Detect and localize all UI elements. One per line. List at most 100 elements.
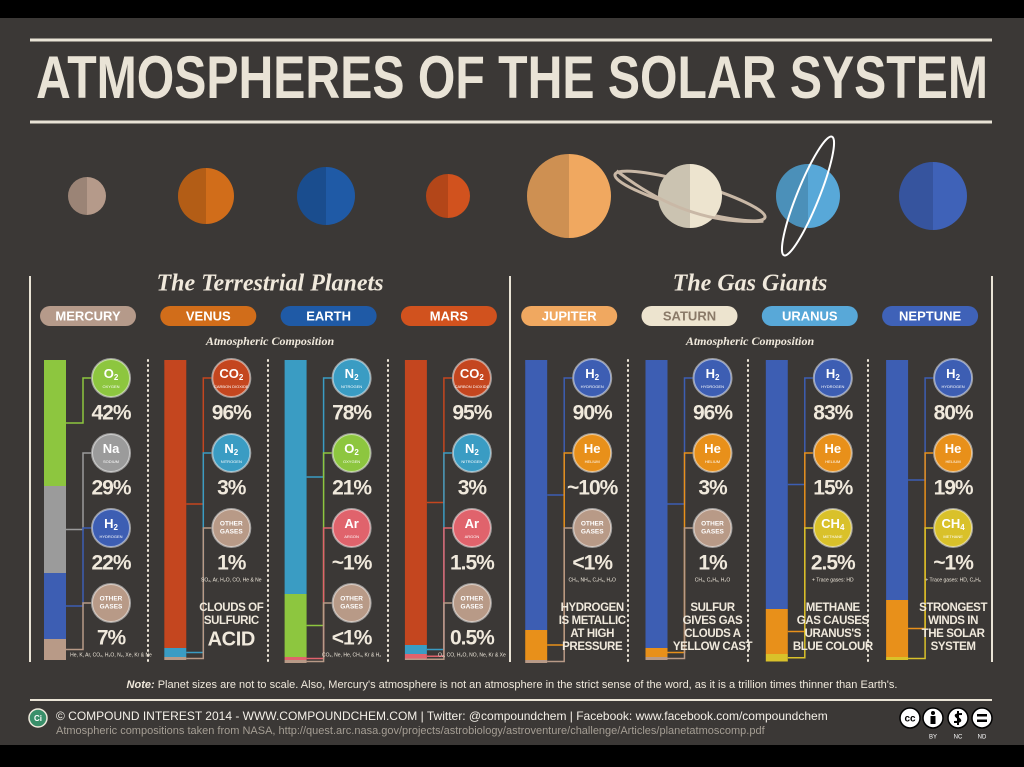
gas-percent: 22%	[91, 552, 131, 575]
bar-segment	[164, 657, 187, 660]
connector	[908, 527, 934, 660]
gas-formula: H2	[585, 366, 599, 382]
gas-name: OXYGEN	[343, 459, 360, 464]
planet	[426, 174, 470, 218]
footer-source: Atmospheric compositions taken from NASA…	[56, 725, 766, 737]
gas-formula: CO2	[460, 366, 485, 382]
gas-name: HYDROGEN	[821, 384, 844, 389]
planet-fact: URANUS'S	[805, 628, 862, 640]
bar-segment	[404, 654, 427, 659]
gas-badge	[812, 508, 853, 548]
connector	[426, 602, 452, 660]
bar-segment	[164, 360, 187, 648]
gas-formula-symbol: He	[584, 441, 601, 456]
gas-badge	[331, 433, 372, 473]
connector	[66, 377, 91, 424]
gas-trace: He, K, Ar, CO₂, H₂O, N₂, Xe, Kr & Ne	[70, 652, 152, 658]
connector	[787, 527, 813, 659]
planet-shade	[899, 162, 933, 230]
connector	[66, 602, 91, 651]
gas-trace: O₂, CO, H₂O, NO, Ne, Kr & Xe	[438, 652, 506, 658]
gas-badge	[933, 433, 974, 473]
gas-formula-symbol: CO	[219, 366, 239, 381]
gas-formula: N2	[465, 441, 479, 457]
planet-name: SATURN	[663, 308, 716, 323]
planet-pill	[160, 306, 257, 326]
bar-segment	[525, 630, 548, 660]
gas-formula: H2	[104, 516, 118, 532]
gas-percent: 83%	[813, 402, 853, 425]
gas-name: NITROGEN	[341, 384, 362, 389]
gas-badge	[331, 358, 372, 398]
logo-text: Ci	[34, 714, 42, 723]
planet-shade	[297, 167, 326, 225]
gas-name: HELIUM	[946, 459, 961, 464]
gas-percent: 2.5%	[811, 552, 856, 575]
gas-percent: 15%	[813, 477, 853, 500]
gas-percent: 42%	[91, 402, 131, 425]
license-icon	[971, 707, 993, 729]
gas-badge	[812, 358, 853, 398]
planet-name: NEPTUNE	[899, 308, 961, 323]
gas-badge	[692, 508, 733, 548]
gas-formula-symbol: H	[946, 366, 955, 381]
planet-fact: ACID	[208, 628, 255, 650]
gas-name: ARGON	[344, 534, 359, 539]
gas-badge-label: GASES	[581, 529, 604, 536]
gas-badge-label: OTHER	[100, 596, 123, 603]
note: Note: Planet sizes are not to scale. Als…	[127, 679, 898, 691]
gas-formula-symbol: H	[585, 366, 594, 381]
bar-segment	[645, 648, 668, 657]
gas-formula-symbol: H	[104, 516, 113, 531]
gas-badge	[211, 358, 252, 398]
group-title: The Terrestrial Planets	[156, 271, 383, 297]
bar-segment	[404, 360, 427, 645]
gas-badge	[933, 358, 974, 398]
gas-badge	[331, 508, 372, 548]
gas-formula: H2	[946, 366, 960, 382]
gas-badge	[692, 433, 733, 473]
gas-trace: SO₂, Ar, H₂O, CO, He & Ne	[201, 577, 262, 583]
gas-name: METHANE	[823, 534, 843, 539]
gas-formula-subscript: 2	[354, 373, 359, 382]
gas-badge	[211, 433, 252, 473]
license-glyph	[977, 719, 987, 722]
bar-segment	[886, 657, 909, 660]
title: ATMOSPHERES OF THE SOLAR SYSTEM	[36, 44, 988, 111]
gas-formula-subscript: 2	[114, 373, 119, 382]
planet-pill	[400, 306, 497, 326]
gas-name: CARBON DIOXIDE	[214, 384, 249, 389]
gas-formula-symbol: He	[704, 441, 721, 456]
gas-formula-symbol: He	[945, 441, 962, 456]
license-glyph	[930, 716, 936, 724]
planet-pill	[641, 306, 738, 326]
gas-formula: CO2	[219, 366, 244, 382]
gas-formula: He	[584, 441, 601, 456]
gas-formula: H2	[826, 366, 840, 382]
gas-badge	[933, 508, 974, 548]
gas-formula-subscript: 2	[715, 373, 720, 382]
gas-percent: 7%	[97, 627, 127, 650]
bar-segment	[44, 360, 66, 486]
planet-ring	[615, 169, 764, 224]
planet	[178, 168, 234, 224]
bar-segment	[164, 648, 187, 657]
bar-segment	[886, 600, 909, 657]
group-title: The Gas Giants	[673, 271, 828, 297]
gas-formula-symbol: Na	[103, 441, 120, 456]
gas-formula-symbol: H	[706, 366, 715, 381]
bar-segment	[525, 360, 548, 630]
gas-formula: O2	[104, 366, 119, 382]
gas-badge	[572, 358, 613, 398]
group-subtitle: Atmospheric Composition	[685, 334, 815, 348]
gas-percent: ~1%	[332, 552, 373, 575]
connector	[66, 527, 91, 607]
gas-percent: 80%	[934, 402, 974, 425]
bar-segment	[284, 360, 307, 594]
gas-formula: Ar	[465, 516, 479, 531]
license-icon	[899, 707, 921, 729]
gas-name: NITROGEN	[461, 459, 482, 464]
gas-trace: CH₄, NH₃, C₂H₆, H₂O	[568, 577, 616, 583]
planet-name: MERCURY	[55, 308, 121, 323]
